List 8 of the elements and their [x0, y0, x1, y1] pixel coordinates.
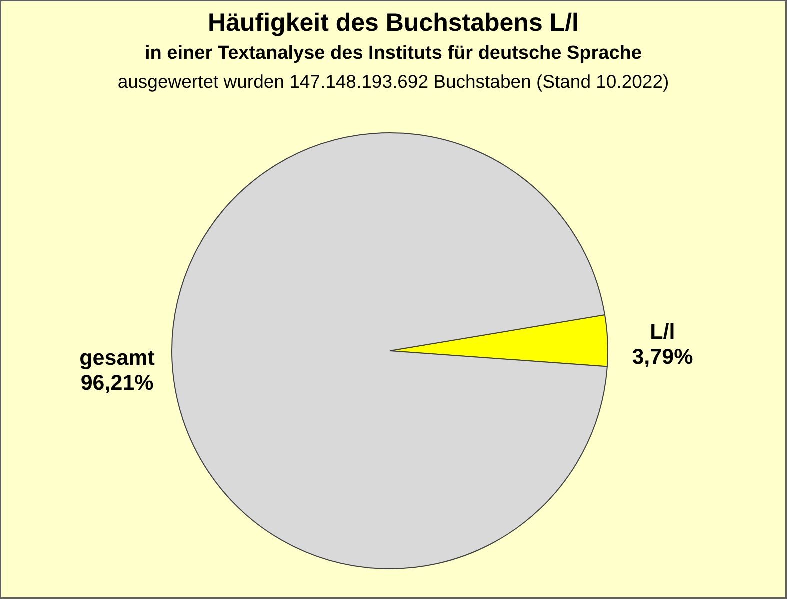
slice-label: L/l — [650, 320, 676, 344]
slice-label: gesamt — [80, 346, 155, 370]
chart-subtitle: in einer Textanalyse des Instituts für deutsche Sprache — [145, 43, 642, 64]
data-label: 96,21% — [80, 370, 154, 395]
pie-slice — [172, 132, 608, 570]
text: ausgewertet wurden 147.148.193.692 Buchstaben (Stand 10.2022) — [118, 71, 670, 92]
chart-title: Häufigkeit des Buchstabens L/l — [208, 9, 579, 37]
data-label: 3,79% — [632, 345, 694, 370]
